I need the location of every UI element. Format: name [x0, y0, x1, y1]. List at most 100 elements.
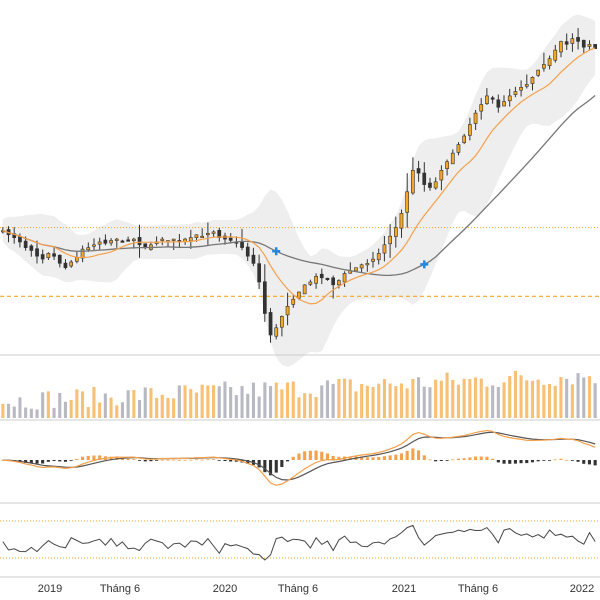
macd-histogram-bar	[81, 456, 85, 460]
volume-bar	[217, 386, 221, 418]
candle-body	[274, 327, 279, 337]
macd-histogram-bar	[120, 458, 124, 460]
candle-body	[132, 238, 136, 242]
volume-bar	[388, 383, 392, 418]
volume-bar	[109, 397, 113, 418]
candle-body	[319, 273, 324, 279]
candle-body	[371, 258, 375, 262]
macd-histogram-bar	[525, 460, 529, 464]
volume-bar	[519, 375, 523, 418]
macd-histogram-bar	[155, 460, 159, 461]
candle-body	[297, 291, 301, 299]
candle	[456, 142, 461, 156]
macd-histogram-bar	[286, 460, 290, 462]
candle	[228, 233, 233, 244]
candle-body	[40, 254, 45, 260]
volume-bar	[81, 391, 85, 418]
macd-histogram-bar	[485, 456, 489, 460]
fast-moving-average	[2, 47, 596, 305]
macd-histogram-bar	[29, 460, 33, 464]
oscillator-panel	[0, 520, 600, 561]
bollinger-band	[2, 14, 596, 367]
volume-bar	[593, 383, 597, 418]
candle-body	[251, 254, 256, 264]
volume-bar	[229, 387, 233, 418]
volume-bar	[559, 377, 563, 418]
x-tick-label: 2020	[213, 583, 237, 595]
volume-bar	[502, 382, 506, 418]
candle-body	[279, 316, 284, 328]
volume-panel	[1, 370, 597, 418]
candle-body	[547, 58, 552, 67]
volume-bar	[132, 390, 136, 418]
macd-histogram-bar	[462, 458, 466, 460]
candle-body	[63, 262, 68, 269]
volume-bar	[155, 397, 159, 418]
macd-histogram-bar	[530, 460, 534, 463]
candle	[325, 277, 330, 281]
volume-bar	[240, 386, 244, 418]
macd-histogram-bar	[160, 459, 164, 461]
candle-body	[587, 43, 592, 47]
volume-bar	[29, 408, 33, 418]
volume-bar	[325, 380, 329, 418]
volume-bar	[439, 380, 443, 418]
candle-body	[541, 64, 546, 69]
volume-bar	[35, 409, 39, 418]
candle-body	[160, 238, 165, 241]
candle	[496, 94, 501, 113]
candle-body	[29, 245, 34, 251]
macd-histogram-bar	[394, 454, 398, 460]
volume-bar	[570, 384, 574, 418]
x-axis: 2019 Tháng 6 2020 Tháng 6 2021 Tháng 6 2022	[38, 583, 594, 595]
candle	[513, 86, 518, 98]
candle-body	[405, 191, 410, 213]
volume-bar	[212, 385, 216, 418]
macd-histogram-bar	[439, 460, 443, 461]
macd-histogram-bar	[388, 455, 392, 460]
volume-bar	[348, 379, 352, 418]
candle	[547, 55, 552, 70]
volume-bar	[530, 380, 534, 418]
volume-bar	[200, 384, 204, 418]
cross-marker	[420, 260, 429, 269]
candle	[450, 149, 455, 165]
candle	[433, 177, 438, 190]
volume-bar	[462, 378, 466, 418]
volume-bar	[257, 396, 261, 418]
volume-bar	[103, 393, 107, 418]
volume-bar	[46, 391, 50, 418]
macd-histogram-bar	[183, 459, 187, 461]
candle-body	[103, 239, 108, 244]
candle-body	[564, 41, 569, 45]
candle-body	[314, 275, 318, 284]
volume-bar	[479, 378, 483, 418]
candle	[422, 162, 427, 192]
macd-histogram-bar	[63, 460, 67, 462]
x-tick-label: 2019	[38, 583, 62, 595]
macd-signal-line	[2, 431, 596, 481]
candle	[268, 308, 273, 343]
volume-bar	[377, 383, 381, 418]
macd-histogram-bar	[565, 459, 569, 461]
candle-body	[97, 241, 102, 245]
candle	[257, 254, 262, 289]
band-area	[2, 14, 596, 367]
candle	[103, 234, 108, 246]
candle-body	[462, 135, 467, 143]
volume-bar	[291, 381, 295, 418]
macd-histogram-bar	[491, 458, 495, 460]
candle-body	[262, 281, 267, 314]
candle	[473, 110, 478, 130]
candle	[114, 237, 119, 248]
candle-body	[382, 244, 387, 254]
cross-marker	[272, 247, 281, 256]
macd-histogram-bar	[75, 458, 79, 460]
macd-histogram-bar	[371, 457, 375, 460]
candle	[530, 76, 535, 91]
candle-body	[291, 298, 296, 305]
volume-bar	[280, 389, 284, 418]
slow-moving-average	[2, 94, 596, 277]
macd-line	[2, 429, 596, 486]
volume-bar	[320, 385, 324, 418]
